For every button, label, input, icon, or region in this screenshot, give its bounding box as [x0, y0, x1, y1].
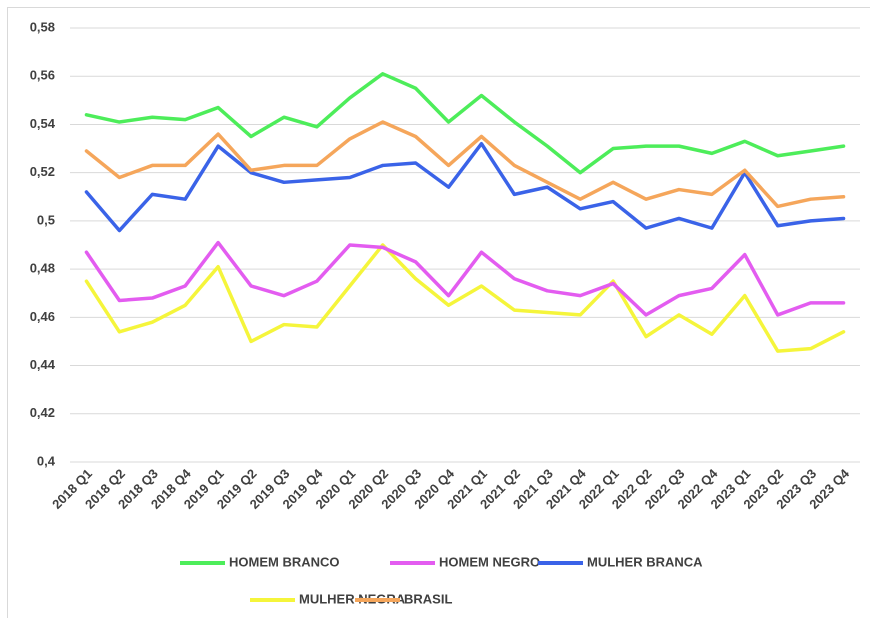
y-tick-label: 0,46 — [30, 309, 55, 324]
legend-label: MULHER NEGRA — [299, 591, 406, 606]
line — [84, 120, 846, 209]
y-tick-label: 0,42 — [30, 405, 55, 420]
line — [84, 240, 846, 317]
y-tick-label: 0,52 — [30, 164, 55, 179]
line — [84, 141, 846, 233]
y-tick-label: 0,4 — [37, 453, 56, 468]
y-tick-label: 0,5 — [37, 212, 55, 227]
line — [84, 243, 846, 353]
legend-label: HOMEM BRANCO — [229, 554, 340, 569]
legend-label: HOMEM NEGRO — [439, 554, 540, 569]
legend-label: BRASIL — [404, 591, 452, 606]
y-tick-label: 0,48 — [30, 261, 55, 276]
y-tick-label: 0,54 — [30, 116, 56, 131]
chart-border — [7, 7, 870, 618]
y-tick-label: 0,58 — [30, 19, 55, 34]
line — [84, 72, 846, 175]
y-tick-label: 0,44 — [30, 357, 56, 372]
legend-label: MULHER BRANCA — [587, 554, 703, 569]
y-tick-label: 0,56 — [30, 68, 55, 83]
